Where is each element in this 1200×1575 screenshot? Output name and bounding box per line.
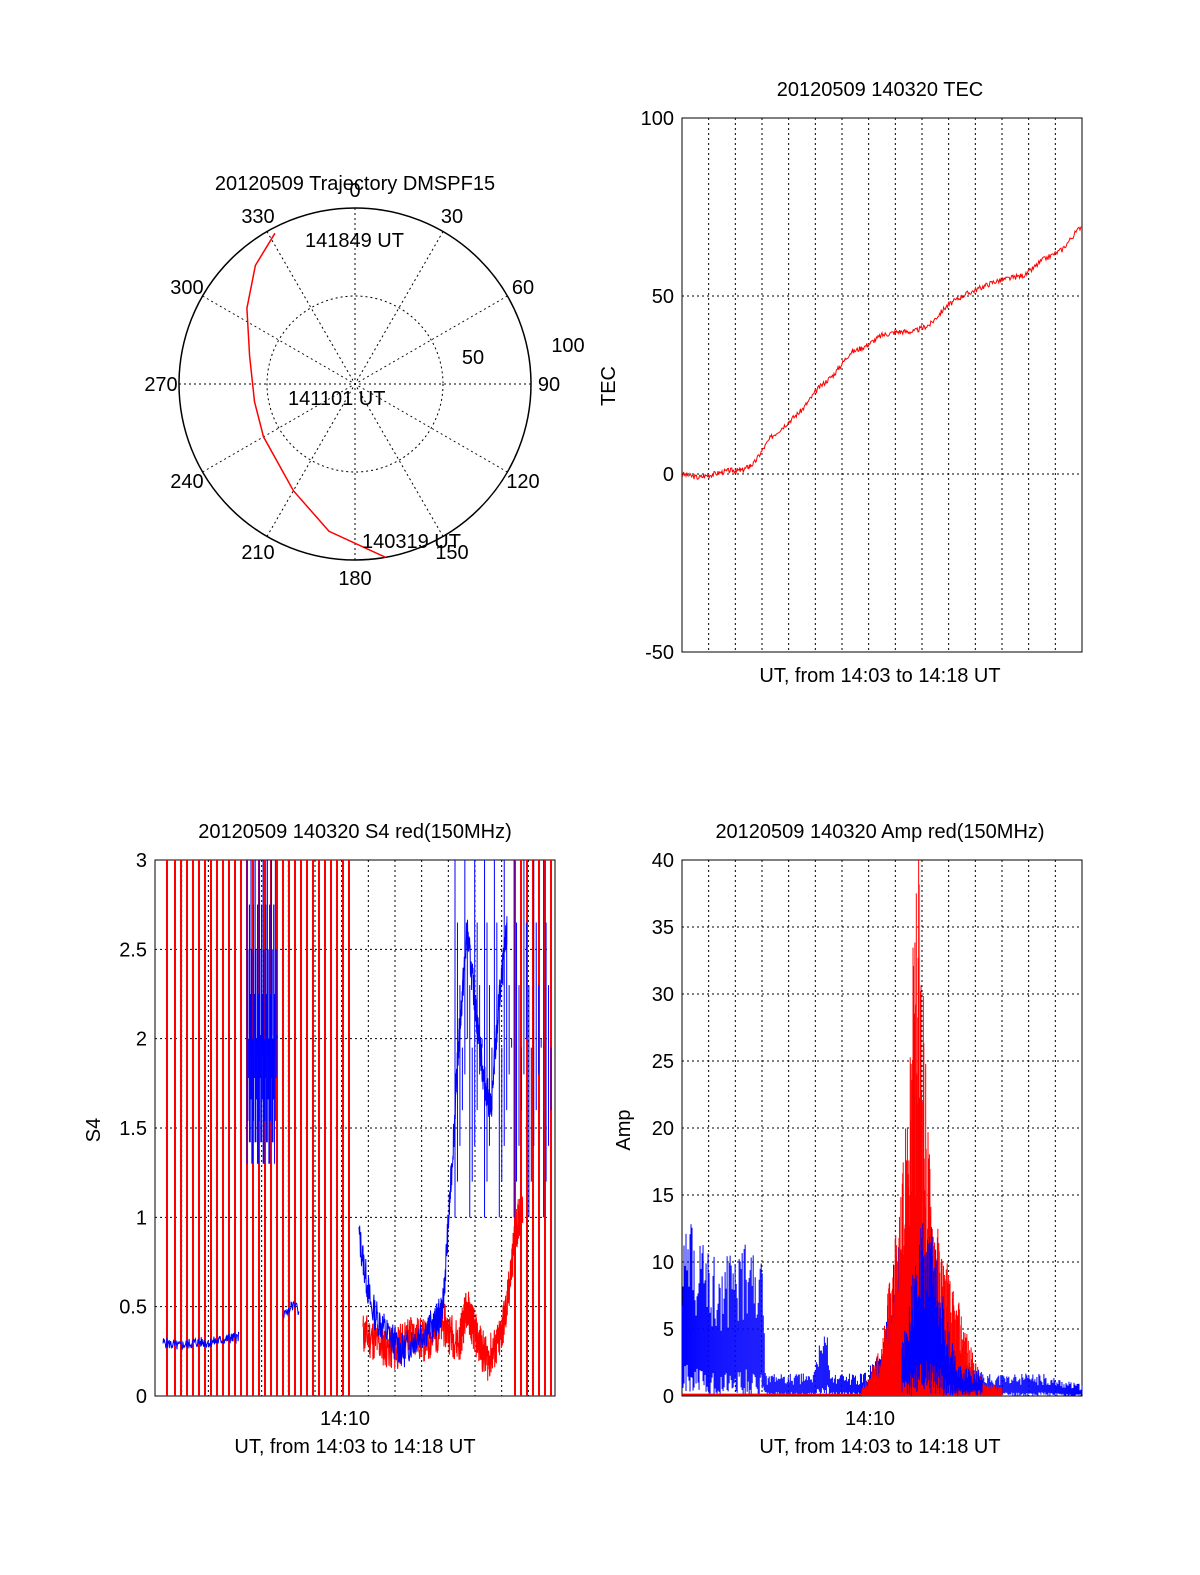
amp-title: 20120509 140320 Amp red(150MHz) xyxy=(715,821,1044,843)
s4-blue-series-3 xyxy=(358,916,508,1368)
s4-ylabel: S4 xyxy=(83,1118,105,1142)
s4-xlabel: UT, from 14:03 to 14:18 UT xyxy=(234,1436,475,1458)
azimuth-label: 330 xyxy=(241,206,274,228)
amp-xtick-label: 14:10 xyxy=(845,1408,895,1430)
polar-azimuth-labels: 0 30 60 90 120 150 180 210 240 270 300 330 xyxy=(144,180,560,590)
s4-red-series xyxy=(362,1188,524,1381)
y-tick-label: 1.5 xyxy=(119,1118,147,1140)
radial-label-100: 100 xyxy=(551,335,584,357)
azimuth-label: 300 xyxy=(170,277,203,299)
azimuth-label: 270 xyxy=(144,374,177,396)
y-tick-label: 15 xyxy=(652,1185,674,1207)
azimuth-label: 240 xyxy=(170,471,203,493)
polar-grid xyxy=(178,207,532,561)
y-tick-label: 5 xyxy=(663,1319,674,1341)
tec-title: 20120509 140320 TEC xyxy=(777,79,983,101)
s4-blue-series-1 xyxy=(162,1331,240,1350)
y-tick-label: 25 xyxy=(652,1051,674,1073)
y-tick-label: 35 xyxy=(652,917,674,939)
azimuth-label: 60 xyxy=(512,277,534,299)
tec-plot-area: 100 50 0 -50 xyxy=(641,108,1083,664)
s4-panel: 20120509 140320 S4 red(150MHz) S4 14:10 … xyxy=(83,821,556,1458)
tec-series-line xyxy=(681,226,1082,480)
y-tick-label: 20 xyxy=(652,1118,674,1140)
azimuth-label: 210 xyxy=(241,542,274,564)
annotation-end-time: 141849 UT xyxy=(305,230,404,252)
s4-plot-area: 3 2.5 2 1.5 1 0.5 0 xyxy=(119,850,556,1408)
trajectory-track xyxy=(246,232,386,558)
polar-spoke xyxy=(266,231,444,537)
y-tick-label: 50 xyxy=(652,286,674,308)
y-tick-label: 0 xyxy=(136,1386,147,1408)
radial-label-50: 50 xyxy=(462,347,484,369)
polar-inner-circle xyxy=(266,295,444,473)
y-tick-label: 100 xyxy=(641,108,674,130)
azimuth-label: 30 xyxy=(441,206,463,228)
azimuth-label: 120 xyxy=(506,471,539,493)
plot-frame xyxy=(681,117,1083,653)
amp-xlabel: UT, from 14:03 to 14:18 UT xyxy=(759,1436,1000,1458)
y-tick-label: 40 xyxy=(652,850,674,872)
y-tick-label: 30 xyxy=(652,984,674,1006)
amp-panel: 20120509 140320 Amp red(150MHz) Amp 14:1… xyxy=(613,821,1083,1458)
y-tick-label: 1 xyxy=(136,1207,147,1229)
s4-blue-series-2 xyxy=(282,1300,300,1319)
annotation-mid-time: 141101 UT xyxy=(288,388,385,410)
amp-plot-area: 40 35 30 25 20 15 10 5 0 xyxy=(652,850,1083,1408)
azimuth-label: 150 xyxy=(435,542,468,564)
azimuth-label: 0 xyxy=(349,180,360,202)
y-tick-label: 0.5 xyxy=(119,1297,147,1319)
y-tick-label: 2 xyxy=(136,1029,147,1051)
y-tick-label: 0 xyxy=(663,1386,674,1408)
tec-panel: 20120509 140320 TEC TEC UT, from 14:03 t… xyxy=(598,79,1083,687)
s4-title: 20120509 140320 S4 red(150MHz) xyxy=(198,821,512,843)
y-tick-label: 2.5 xyxy=(119,939,147,961)
trajectory-title: 20120509 Trajectory DMSPF15 xyxy=(215,173,495,195)
s4-xtick-label: 14:10 xyxy=(320,1408,370,1430)
azimuth-label: 180 xyxy=(338,568,371,590)
y-tick-label: 3 xyxy=(136,850,147,872)
y-tick-label: 0 xyxy=(663,464,674,486)
tec-ylabel: TEC xyxy=(598,366,620,406)
trajectory-panel: 20120509 Trajectory DMSPF15 0 30 60 90 120 15… xyxy=(144,173,584,590)
azimuth-label: 90 xyxy=(538,374,560,396)
tec-xlabel: UT, from 14:03 to 14:18 UT xyxy=(759,665,1000,687)
y-tick-label: -50 xyxy=(645,642,674,664)
annotation-start-time: 140319 UT xyxy=(362,531,461,553)
amp-ylabel: Amp xyxy=(613,1109,635,1150)
y-tick-label: 10 xyxy=(652,1252,674,1274)
